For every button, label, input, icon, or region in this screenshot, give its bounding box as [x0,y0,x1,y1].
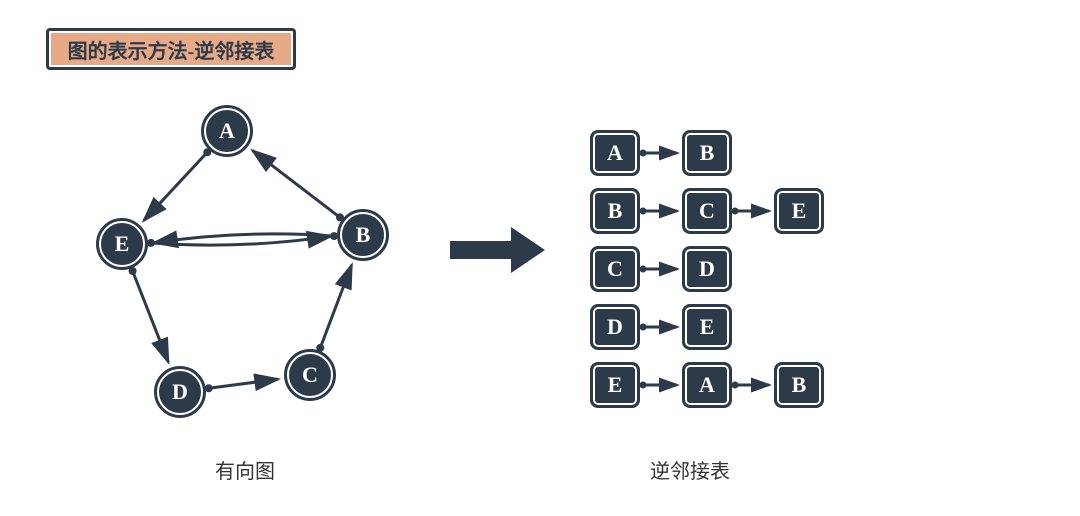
adjlist-caption: 逆邻接表 [650,455,730,484]
adjlist-arrow-tail-dot [640,208,647,215]
graph-edge-tail-dot [147,239,155,247]
adjlist-box-label: C [699,198,715,224]
title-text: 图的表示方法-逆邻接表 [68,35,275,64]
graph-edge-b-e [154,234,334,243]
adjlist-box-label: B [700,140,715,166]
graph-edge-d-c [209,379,279,388]
adjlist-box-label: D [607,314,623,340]
graph-caption: 有向图 [215,455,275,484]
graph-caption-text: 有向图 [215,461,275,483]
adjlist-chain-box: B [682,130,732,176]
adjlist-box-label: C [607,256,623,282]
graph-node-c: C [284,349,336,401]
graph-edge-b-a [252,150,340,217]
adjlist-head-box: E [590,362,640,408]
adjlist-chain-box: E [774,188,824,234]
adjlist-chain-box: B [774,362,824,408]
graph-node-label: B [356,222,371,248]
adjlist-box-label: D [699,256,715,282]
graph-edge-a-e [144,152,207,220]
adjlist-box-label: B [792,372,807,398]
adjlist-box-label: E [792,198,807,224]
adjlist-arrow-tail-dot [732,208,739,215]
adjlist-chain-box: A [682,362,732,408]
graph-node-a: A [201,105,253,157]
adjlist-box-label: A [699,372,715,398]
adjlist-box-label: A [607,140,623,166]
graph-node-label: D [172,379,188,405]
adjlist-arrow-tail-dot [732,382,739,389]
adjlist-chain-box: E [682,304,732,350]
graph-node-label: A [219,118,235,144]
edges-layer [0,0,1080,516]
graph-node-d: D [154,366,206,418]
adjlist-head-box: A [590,130,640,176]
graph-node-e: E [96,218,148,270]
adjlist-box-label: E [700,314,715,340]
graph-edge-c-b [320,265,351,348]
adjlist-box-label: B [608,198,623,224]
adjlist-head-box: B [590,188,640,234]
adjlist-arrow-tail-dot [640,382,647,389]
graph-edge-e-b [151,236,331,245]
adjlist-arrow-tail-dot [640,150,647,157]
adjlist-head-box: D [590,304,640,350]
adjlist-arrow-tail-dot [640,324,647,331]
adjlist-chain-box: D [682,246,732,292]
graph-node-b: B [337,209,389,261]
adjlist-caption-text: 逆邻接表 [650,461,730,483]
big-arrow-icon [450,227,545,273]
adjlist-chain-box: C [682,188,732,234]
adjlist-arrow-tail-dot [640,266,647,273]
graph-node-label: C [302,362,318,388]
adjlist-head-box: C [590,246,640,292]
title-box: 图的表示方法-逆邻接表 [46,28,296,70]
graph-edge-e-d [133,271,169,362]
graph-node-label: E [115,231,130,257]
adjlist-box-label: E [608,372,623,398]
